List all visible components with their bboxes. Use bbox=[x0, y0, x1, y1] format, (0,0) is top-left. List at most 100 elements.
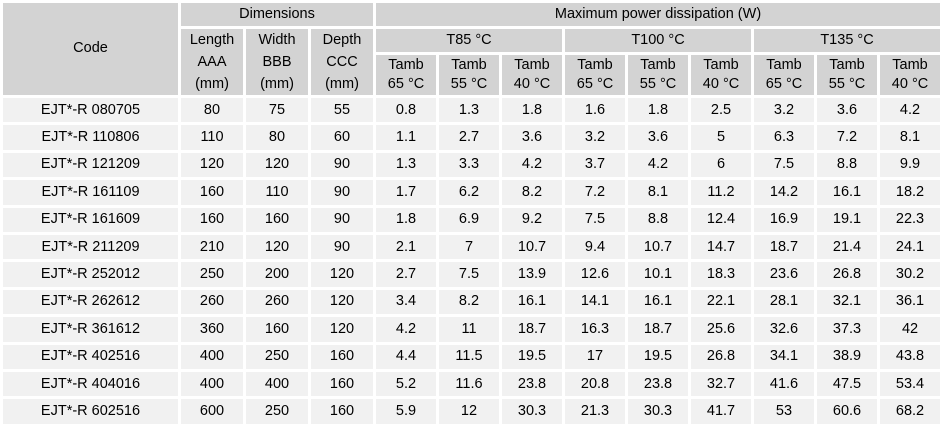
power-value-cell: 23.8 bbox=[502, 372, 562, 397]
power-value-cell: 41.6 bbox=[754, 372, 814, 397]
length-cell: 360 bbox=[181, 317, 243, 342]
ambient-column-header: Tamb 55 °C bbox=[817, 55, 877, 95]
power-value-cell: 11 bbox=[439, 317, 499, 342]
power-value-cell: 3.6 bbox=[502, 125, 562, 150]
ambient-label: Tamb bbox=[829, 57, 865, 73]
power-value-cell: 47.5 bbox=[817, 372, 877, 397]
power-value-cell: 1.8 bbox=[376, 207, 436, 233]
power-value-cell: 30.3 bbox=[502, 399, 562, 424]
ambient-label: Tamb bbox=[388, 57, 424, 73]
power-value-cell: 26.8 bbox=[691, 344, 751, 370]
depth-cell: 90 bbox=[311, 207, 373, 233]
table-row: EJT*-R 080705 80 75 55 0.8 1.3 1.8 1.6 1.8 2.5 3.2… bbox=[3, 98, 941, 123]
power-value-cell: 60.6 bbox=[817, 399, 877, 424]
ambient-column-header: Tamb 65 °C bbox=[754, 55, 814, 95]
power-value-cell: 2.7 bbox=[439, 125, 499, 150]
temperature-group-header-t100: T100 °C bbox=[565, 29, 751, 52]
length-cell: 600 bbox=[181, 399, 243, 424]
code-cell: EJT*-R 161609 bbox=[3, 207, 178, 233]
depth-cell: 160 bbox=[311, 399, 373, 424]
ambient-label: Tamb bbox=[451, 57, 487, 73]
power-value-cell: 2.1 bbox=[376, 235, 436, 260]
ambient-column-header: Tamb 65 °C bbox=[376, 55, 436, 95]
power-value-cell: 10.1 bbox=[628, 262, 688, 287]
table-row: EJT*-R 211209 210 120 90 2.1 7 10.7 9.4 10.7 14.7… bbox=[3, 235, 941, 260]
depth-cell: 60 bbox=[311, 125, 373, 150]
length-designator: AAA bbox=[197, 54, 227, 70]
ambient-column-header: Tamb 65 °C bbox=[565, 55, 625, 95]
width-unit: (mm) bbox=[260, 76, 294, 92]
power-value-cell: 18.2 bbox=[880, 180, 941, 205]
width-designator: BBB bbox=[262, 54, 292, 70]
power-value-cell: 8.2 bbox=[439, 289, 499, 315]
width-cell: 80 bbox=[246, 125, 308, 150]
code-cell: EJT*-R 110806 bbox=[3, 125, 178, 150]
code-cell: EJT*-R 361612 bbox=[3, 317, 178, 342]
power-value-cell: 5.2 bbox=[376, 372, 436, 397]
power-value-cell: 3.2 bbox=[565, 125, 625, 150]
code-cell: EJT*-R 121209 bbox=[3, 152, 178, 178]
power-value-cell: 16.1 bbox=[502, 289, 562, 315]
power-value-cell: 1.1 bbox=[376, 125, 436, 150]
power-value-cell: 7.5 bbox=[565, 207, 625, 233]
table-row: EJT*-R 602516 600 250 160 5.9 12 30.3 21.3 30.3 4… bbox=[3, 399, 941, 424]
power-value-cell: 30.2 bbox=[880, 262, 941, 287]
power-value-cell: 1.7 bbox=[376, 180, 436, 205]
power-value-cell: 28.1 bbox=[754, 289, 814, 315]
power-value-cell: 22.1 bbox=[691, 289, 751, 315]
power-value-cell: 4.2 bbox=[880, 98, 941, 123]
ambient-column-header: Tamb 40 °C bbox=[880, 55, 941, 95]
power-value-cell: 18.7 bbox=[628, 317, 688, 342]
width-cell: 250 bbox=[246, 399, 308, 424]
power-value-cell: 32.6 bbox=[754, 317, 814, 342]
power-value-cell: 6.9 bbox=[439, 207, 499, 233]
power-value-cell: 16.9 bbox=[754, 207, 814, 233]
power-value-cell: 9.4 bbox=[565, 235, 625, 260]
power-value-cell: 53 bbox=[754, 399, 814, 424]
width-cell: 260 bbox=[246, 289, 308, 315]
depth-cell: 90 bbox=[311, 180, 373, 205]
ambient-temp: 55 °C bbox=[828, 76, 866, 92]
power-value-cell: 1.8 bbox=[502, 98, 562, 123]
power-value-cell: 42 bbox=[880, 317, 941, 342]
power-value-cell: 8.8 bbox=[817, 152, 877, 178]
length-unit: (mm) bbox=[195, 76, 229, 92]
power-value-cell: 30.3 bbox=[628, 399, 688, 424]
depth-cell: 55 bbox=[311, 98, 373, 123]
power-value-cell: 19.5 bbox=[502, 344, 562, 370]
power-value-cell: 43.8 bbox=[880, 344, 941, 370]
table-row: EJT*-R 161109 160 110 90 1.7 6.2 8.2 7.2 8.1 11.2… bbox=[3, 180, 941, 205]
power-value-cell: 16.3 bbox=[565, 317, 625, 342]
power-value-cell: 32.1 bbox=[817, 289, 877, 315]
depth-cell: 120 bbox=[311, 262, 373, 287]
table-row: EJT*-R 262612 260 260 120 3.4 8.2 16.1 14.1 16.1… bbox=[3, 289, 941, 315]
length-cell: 110 bbox=[181, 125, 243, 150]
table-row: EJT*-R 402516 400 250 160 4.4 11.5 19.5 17 19.5 2… bbox=[3, 344, 941, 370]
power-value-cell: 21.4 bbox=[817, 235, 877, 260]
power-value-cell: 4.4 bbox=[376, 344, 436, 370]
power-value-cell: 8.2 bbox=[502, 180, 562, 205]
power-value-cell: 0.8 bbox=[376, 98, 436, 123]
power-value-cell: 10.7 bbox=[502, 235, 562, 260]
depth-cell: 160 bbox=[311, 344, 373, 370]
table-row: EJT*-R 110806 110 80 60 1.1 2.7 3.6 3.2 3.6 5 6.3 7… bbox=[3, 125, 941, 150]
table-body: EJT*-R 080705 80 75 55 0.8 1.3 1.8 1.6 1.8 2.5 3.2… bbox=[3, 98, 941, 424]
power-value-cell: 34.1 bbox=[754, 344, 814, 370]
power-value-cell: 9.2 bbox=[502, 207, 562, 233]
power-value-cell: 37.3 bbox=[817, 317, 877, 342]
table-row: EJT*-R 252012 250 200 120 2.7 7.5 13.9 12.6 10.1… bbox=[3, 262, 941, 287]
length-cell: 210 bbox=[181, 235, 243, 260]
power-value-cell: 4.2 bbox=[376, 317, 436, 342]
power-dissipation-group-header: Maximum power dissipation (W) bbox=[376, 3, 941, 26]
power-value-cell: 3.2 bbox=[754, 98, 814, 123]
power-value-cell: 14.1 bbox=[565, 289, 625, 315]
code-cell: EJT*-R 402516 bbox=[3, 344, 178, 370]
power-value-cell: 17 bbox=[565, 344, 625, 370]
length-cell: 120 bbox=[181, 152, 243, 178]
depth-cell: 90 bbox=[311, 152, 373, 178]
power-value-cell: 53.4 bbox=[880, 372, 941, 397]
temperature-group-header-t135: T135 °C bbox=[754, 29, 941, 52]
table-row: EJT*-R 121209 120 120 90 1.3 3.3 4.2 3.7 4.2 6 7.5… bbox=[3, 152, 941, 178]
power-value-cell: 19.1 bbox=[817, 207, 877, 233]
